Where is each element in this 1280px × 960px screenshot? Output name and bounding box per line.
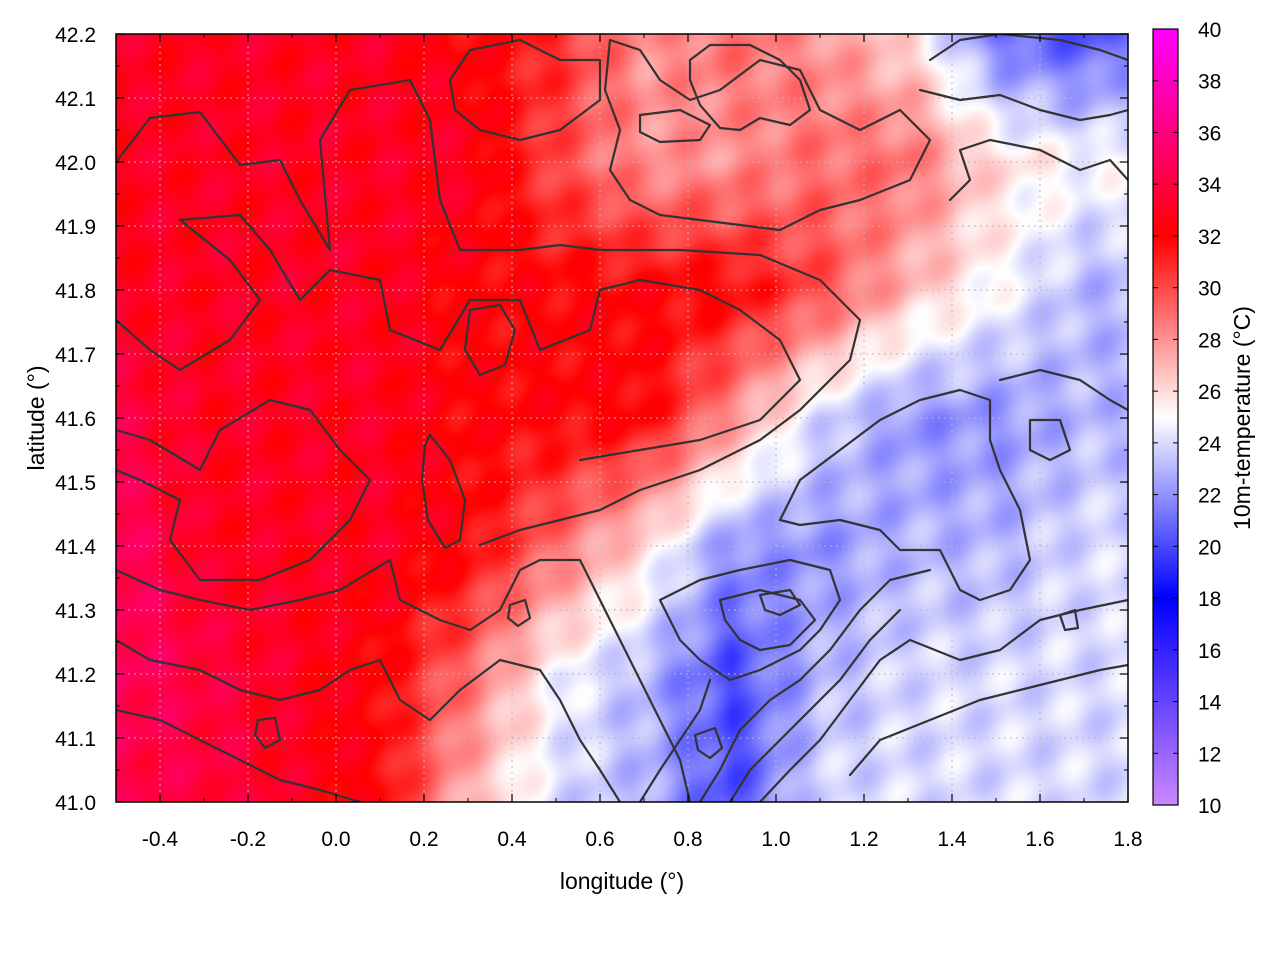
x-tick-label: 1.4	[937, 828, 967, 851]
colorbar-tick-label: 34	[1198, 174, 1222, 197]
colorbar-tick-label: 12	[1198, 743, 1221, 766]
colorbar-tick-label: 24	[1198, 433, 1222, 456]
x-tick-label: -0.2	[230, 828, 266, 851]
x-axis-title: longitude (°)	[560, 868, 684, 894]
x-tick-label: 1.0	[761, 828, 790, 851]
plot-grid	[116, 34, 1128, 802]
y-tick-label: 41.6	[55, 408, 96, 431]
contour-line	[116, 558, 692, 802]
y-tick-label: 41.7	[55, 344, 96, 367]
colorbar-tick-label: 22	[1198, 485, 1221, 508]
y-tick-label: 41.4	[55, 536, 96, 559]
x-axis-ticks: -0.4 -0.2 0.0 0.2 0.4 0.6 0.8 1.0 1.2 1.4 1.6 1.8	[115, 34, 1143, 851]
contour-line	[998, 368, 1128, 412]
x-tick-label: 0.4	[497, 828, 527, 851]
x-tick-label: 0.6	[585, 828, 614, 851]
y-tick-label: 41.9	[55, 216, 96, 239]
y-tick-label: 41.1	[55, 728, 96, 751]
x-tick-label: 1.2	[849, 828, 878, 851]
contour-line	[918, 88, 1128, 122]
contour-line	[116, 708, 362, 802]
y-tick-label: 41.3	[55, 600, 96, 623]
y-tick-label: 42.1	[55, 88, 96, 111]
contour-line	[116, 638, 622, 802]
colorbar-tick-label: 14	[1198, 692, 1222, 715]
colorbar-title: 10m-temperature (°C)	[1229, 306, 1255, 530]
y-tick-label: 41.8	[55, 280, 96, 303]
contour-line	[848, 663, 1128, 777]
contour-line	[698, 568, 932, 802]
x-tick-label: 0.0	[321, 828, 350, 851]
contour-line	[928, 34, 1128, 62]
colorbar-tick-label: 26	[1198, 381, 1221, 404]
colorbar-tick-label: 36	[1198, 122, 1221, 145]
x-tick-label: 1.6	[1025, 828, 1054, 851]
contour-line	[758, 598, 1128, 802]
x-tick-label: -0.4	[142, 828, 179, 851]
y-tick-label: 41.5	[55, 472, 96, 495]
contour-line	[448, 38, 602, 142]
contour-line	[116, 398, 372, 582]
contour-line	[638, 678, 712, 802]
x-tick-label: 1.8	[1113, 828, 1142, 851]
contour-line	[1058, 608, 1080, 632]
contour-line	[638, 108, 712, 144]
y-axis-title: latitude (°)	[23, 365, 49, 470]
contour-line	[693, 726, 724, 760]
colorbar-gradient	[1153, 29, 1178, 805]
colorbar-tick-label: 20	[1198, 536, 1221, 559]
colorbar-tick-label: 18	[1198, 588, 1221, 611]
y-tick-label: 41.2	[55, 664, 96, 687]
contour-line	[778, 388, 1032, 602]
colorbar-tick-label: 32	[1198, 226, 1221, 249]
colorbar-tick-label: 40	[1198, 19, 1221, 42]
colorbar-tick-label: 30	[1198, 278, 1221, 301]
contour-line	[603, 38, 932, 232]
colorbar: 10 12 14 16 18 20 22 24 26 28 30 32 34 36 38 40 10m-tem…	[1152, 19, 1255, 818]
contour-line	[420, 433, 467, 550]
contour-line	[253, 716, 282, 750]
contour-line	[463, 303, 517, 377]
colorbar-tick-label: 38	[1198, 71, 1221, 94]
y-tick-label: 41.0	[55, 792, 96, 815]
temperature-contours	[116, 34, 1128, 802]
colorbar-tick-label: 16	[1198, 640, 1221, 663]
contour-line	[758, 588, 802, 617]
contour-line	[688, 43, 812, 132]
colorbar-tick-label: 28	[1198, 329, 1221, 352]
contour-line	[948, 138, 1128, 202]
contour-line	[658, 558, 842, 682]
contour-line	[728, 608, 902, 802]
y-tick-label: 42.0	[55, 152, 96, 175]
x-tick-label: 0.8	[673, 828, 702, 851]
contour-line	[116, 218, 262, 372]
x-tick-label: 0.2	[409, 828, 438, 851]
contour-line	[178, 213, 802, 462]
y-axis-ticks: 41.0 41.1 41.2 41.3 41.4 41.5 41.6 41.7 41.8 41.9…	[55, 24, 1128, 815]
contour-line	[1028, 418, 1072, 462]
y-tick-label: 42.2	[55, 24, 96, 47]
contour-line	[506, 598, 532, 628]
colorbar-ticks: 10 12 14 16 18 20 22 24 26 28 30 32 34 36 38 40	[1153, 19, 1222, 818]
contour-line	[116, 78, 862, 547]
colorbar-tick-label: 10	[1198, 795, 1221, 818]
colorbar-frame	[1152, 28, 1179, 806]
